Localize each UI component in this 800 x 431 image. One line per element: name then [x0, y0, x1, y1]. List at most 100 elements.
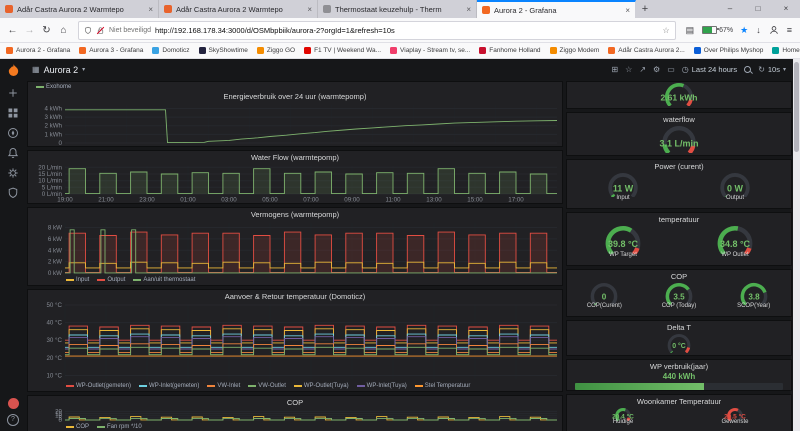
home-button[interactable]: ⌂: [60, 24, 67, 36]
x-axis-label: 03:00: [221, 197, 237, 204]
chart-vermogens[interactable]: 0 kW 2 kW 4 kW 6 kW 8 kW 19:00 21:00 23:00 01:00…: [28, 220, 562, 276]
zoom-out-icon[interactable]: [744, 66, 752, 73]
bookmark-item[interactable]: Viaplay - Stream tv, se...: [390, 47, 470, 54]
tab-3[interactable]: Thermostaat keuzehulp - Therm ×: [318, 0, 477, 18]
legend-item[interactable]: WP-Inlet(Tuya): [356, 383, 407, 389]
tab-active-grafana[interactable]: Aurora 2 - Grafana ×: [477, 0, 636, 18]
back-button[interactable]: ←: [7, 24, 18, 36]
insecure-lock-icon[interactable]: [96, 26, 105, 35]
user-avatar[interactable]: [7, 398, 19, 409]
close-button[interactable]: ×: [783, 4, 789, 13]
dashboards-icon[interactable]: [7, 107, 19, 119]
window-controls: – □ ×: [716, 0, 800, 18]
bookmark-item[interactable]: SkyShowtime: [198, 47, 248, 54]
create-icon[interactable]: [7, 87, 19, 99]
legend-item[interactable]: Exohome: [36, 84, 71, 90]
bookmark-item[interactable]: Over Philips Myshop: [693, 47, 763, 54]
panel-title[interactable]: WP verbruik(jaar): [649, 362, 709, 371]
forward-button[interactable]: →: [24, 24, 35, 36]
bookmark-item[interactable]: Aurora 3 - Grafana: [79, 47, 143, 54]
tab-close-icon[interactable]: ×: [148, 4, 153, 14]
page-scrollbar[interactable]: [793, 59, 800, 431]
tab-close-icon[interactable]: ×: [625, 5, 630, 15]
tab-2[interactable]: Adår Castra Aurora 2 Warmtepo ×: [159, 0, 318, 18]
bookmark-favicon: [304, 47, 312, 54]
legend-item[interactable]: Aan/uit thermostaat: [133, 277, 195, 283]
downloads-icon[interactable]: ↓: [756, 25, 761, 35]
legend-item[interactable]: WP-Inlet(gemeten): [139, 383, 199, 389]
tracking-shield-icon[interactable]: [84, 26, 92, 35]
panel-title[interactable]: waterflow: [663, 115, 695, 124]
bookmark-star-icon[interactable]: ☆: [662, 25, 670, 35]
legend-item[interactable]: WP-Outlet(Tuya): [293, 383, 349, 389]
gauge: 2.61 kWh: [568, 82, 790, 106]
url-text[interactable]: http://192.168.178.34:3000/d/OSMbpbiik/a…: [155, 25, 395, 35]
panel-title[interactable]: Woonkamer Temperatuur: [636, 397, 722, 406]
panel-title[interactable]: Vermogens (warmtepomp): [250, 210, 340, 219]
configuration-gear-icon[interactable]: [7, 167, 19, 179]
tab-close-icon[interactable]: ×: [466, 4, 471, 14]
bookmark-item[interactable]: Home | Total Connect ...: [772, 47, 800, 54]
panel-title[interactable]: COP: [670, 272, 688, 281]
legend-item[interactable]: WP-Outlet(gemeten): [66, 383, 131, 389]
legend-item[interactable]: VW-Outlet: [248, 383, 286, 389]
series-line: [65, 343, 557, 354]
minimize-button[interactable]: –: [727, 4, 733, 13]
menu-icon[interactable]: ≡: [786, 25, 792, 35]
account-icon[interactable]: [769, 25, 779, 35]
tab-1[interactable]: Adår Castra Aurora 2 Warmtepo ×: [0, 0, 159, 18]
bookmark-item[interactable]: Ziggo GO: [256, 47, 295, 54]
x-axis-label: 21:00: [98, 382, 114, 383]
tab-close-icon[interactable]: ×: [307, 4, 312, 14]
panel-wp-verbruik-jaar: WP verbruik(jaar) 440 kWh: [566, 359, 792, 391]
maximize-button[interactable]: □: [755, 4, 761, 13]
legend-item[interactable]: Input: [66, 277, 89, 283]
legend-item[interactable]: COP: [66, 424, 89, 430]
panel-title[interactable]: Water Flow (warmtepomp): [250, 153, 340, 162]
dashboard-title[interactable]: Aurora 2: [43, 64, 79, 75]
panel-title[interactable]: COP: [286, 398, 304, 407]
bookmark-item[interactable]: Aurora 2 - Grafana: [6, 47, 70, 54]
gauge-label: COP(Curent): [586, 303, 622, 309]
help-icon[interactable]: ?: [7, 414, 19, 426]
mark-favorite-icon[interactable]: ☆: [625, 65, 633, 74]
share-icon[interactable]: ↗: [639, 65, 647, 74]
grafana-logo-icon[interactable]: [6, 63, 21, 78]
bookmark-item[interactable]: Domoticz: [152, 47, 190, 54]
legend-item[interactable]: Output: [97, 277, 125, 283]
legend-item[interactable]: Fan rpm */10: [97, 424, 142, 430]
gauge-group: 11 W Input 0 W Output: [567, 172, 791, 208]
panel-title[interactable]: Power (curent): [654, 162, 704, 171]
explore-icon[interactable]: [7, 127, 19, 139]
add-panel-icon[interactable]: ⊞: [611, 65, 619, 74]
panel-title[interactable]: Delta T: [666, 323, 692, 332]
bookmark-item[interactable]: F1 TV | Weekend Wa...: [304, 47, 381, 54]
extension-star-icon[interactable]: ★: [740, 24, 749, 35]
panel-title[interactable]: temperatuur: [658, 215, 700, 224]
y-axis-label: 10 °C: [46, 373, 62, 380]
scrollbar-thumb[interactable]: [794, 62, 799, 152]
gauge: 11 W Input: [568, 172, 678, 201]
legend-item[interactable]: VW-Inlet: [207, 383, 240, 389]
cycle-view-icon[interactable]: ▭: [667, 65, 675, 74]
panel-title[interactable]: Energieverbruik over 24 uur (warmtepomp): [223, 92, 367, 101]
library-icon[interactable]: ▤: [685, 24, 695, 35]
panel-title[interactable]: Aanvoer & Retour temperatuur (Domoticz): [224, 292, 366, 301]
server-admin-shield-icon[interactable]: [7, 187, 19, 199]
chevron-down-icon[interactable]: ▾: [82, 67, 86, 73]
bookmark-item[interactable]: Adår Castra Aurora 2...: [608, 47, 685, 54]
alerting-bell-icon[interactable]: [7, 147, 19, 159]
chart-aanvoer-retour[interactable]: 10 °C 20 °C 30 °C 40 °C 50 °C 19:00 21:00 23:00…: [28, 302, 562, 382]
settings-gear-icon[interactable]: ⚙: [653, 65, 661, 74]
new-tab-button[interactable]: +: [641, 3, 649, 15]
time-range-picker[interactable]: ◷ Last 24 hours: [682, 65, 737, 74]
bookmark-item[interactable]: Ziggo Modem: [549, 47, 599, 54]
refresh-picker[interactable]: ↻ 10s ▾: [758, 65, 786, 74]
url-bar[interactable]: Niet beveiligd http://192.168.178.34:300…: [78, 20, 676, 40]
legend-item[interactable]: Stel Temperatuur: [414, 383, 470, 389]
reload-button[interactable]: ↻: [42, 24, 51, 36]
bookmark-item[interactable]: Fanhome Holland: [479, 47, 541, 54]
